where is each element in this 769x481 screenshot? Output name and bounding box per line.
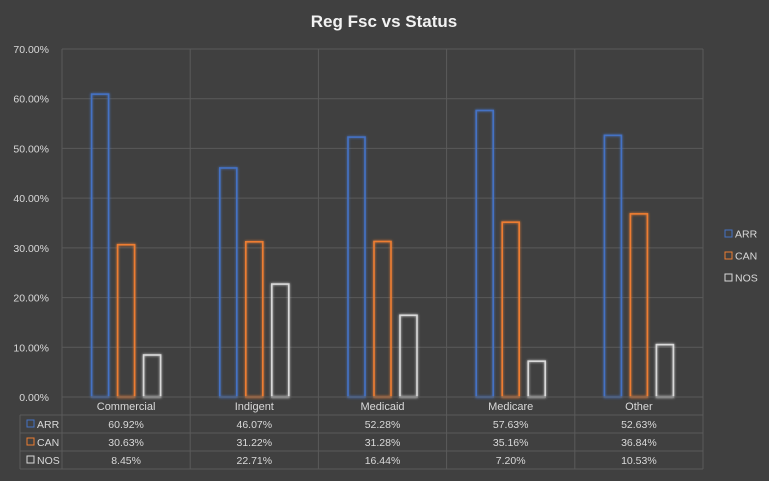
table-cell-value: 31.22% [236, 437, 272, 449]
bar-nos [399, 314, 418, 398]
x-category-label: Commercial [97, 401, 156, 413]
table-series-name: ARR [37, 419, 60, 431]
y-axis: 0.00% 10.00% 20.00% 30.00% 40.00% 50.00% 60.00… [13, 44, 49, 404]
y-tick-label: 0.00% [19, 392, 49, 404]
table-cell-value: 10.53% [621, 455, 657, 467]
x-category-label: Indigent [235, 401, 274, 413]
x-category-label: Medicare [488, 401, 533, 413]
bar-arr [90, 93, 110, 398]
chart-title: Reg Fsc vs Status [311, 12, 457, 31]
bar-nos [142, 354, 162, 398]
table-series-name: CAN [37, 437, 59, 449]
table-cell-value: 31.28% [365, 437, 401, 449]
bar-can [245, 240, 264, 398]
bar-arr [603, 134, 623, 398]
table-cell-value: 46.07% [236, 419, 272, 431]
y-tick-label: 20.00% [13, 293, 49, 305]
legend-label: NOS [735, 273, 758, 285]
bar-arr [219, 167, 238, 398]
bar-nos [527, 360, 547, 398]
table-cell-value: 35.16% [493, 437, 529, 449]
x-category-label: Other [625, 401, 653, 413]
table-series-name: NOS [37, 455, 60, 467]
table-cell-value: 36.84% [621, 437, 657, 449]
table-cell-value: 8.45% [111, 455, 141, 467]
y-tick-label: 50.00% [13, 143, 49, 155]
table-cell-value: 52.28% [365, 419, 401, 431]
legend-key-can [724, 251, 733, 260]
bar-nos [270, 283, 290, 398]
legend-key-arr [724, 229, 733, 238]
bar-nos [655, 343, 675, 398]
table-cell-value: 7.20% [496, 455, 526, 467]
gridlines [61, 48, 704, 469]
table-legend-key [26, 437, 35, 446]
bar-can [501, 221, 521, 398]
table-cell-value: 52.63% [621, 419, 657, 431]
data-table: Commercial Indigent Medicaid Medicare Other A… [19, 396, 703, 470]
legend-label: ARR [735, 229, 758, 241]
x-category-label: Medicaid [360, 401, 404, 413]
table-cell-value: 57.63% [493, 419, 529, 431]
legend-key-nos [724, 273, 733, 282]
table-legend-key [26, 419, 35, 428]
bar-arr [475, 109, 495, 398]
table-cell-value: 30.63% [108, 437, 144, 449]
table-cell-value: 16.44% [365, 455, 401, 467]
legend-label: CAN [735, 251, 757, 263]
bar-arr [347, 136, 366, 398]
bar-can [116, 243, 136, 398]
legend: ARR CAN NOS [724, 229, 758, 285]
y-tick-label: 10.00% [13, 342, 49, 354]
table-cell-value: 22.71% [236, 455, 272, 467]
y-tick-label: 30.00% [13, 243, 49, 255]
bar-can [373, 240, 392, 398]
y-tick-label: 60.00% [13, 94, 49, 106]
table-legend-key [26, 455, 35, 464]
bars [90, 93, 675, 398]
y-tick-label: 40.00% [13, 193, 49, 205]
table-cell-value: 60.92% [108, 419, 144, 431]
bar-can [629, 213, 649, 398]
y-tick-label: 70.00% [13, 44, 49, 56]
